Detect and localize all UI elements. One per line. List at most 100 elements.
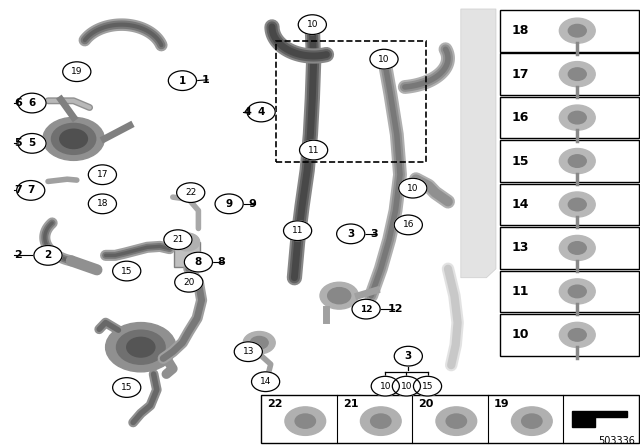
Circle shape <box>360 407 401 435</box>
Circle shape <box>18 93 46 113</box>
Text: 14: 14 <box>260 377 271 386</box>
Text: 7: 7 <box>14 185 22 195</box>
Circle shape <box>243 332 275 354</box>
Circle shape <box>568 155 586 167</box>
Bar <box>500 53 639 95</box>
Circle shape <box>18 134 46 153</box>
Text: 14: 14 <box>512 198 529 211</box>
Circle shape <box>568 285 586 298</box>
Circle shape <box>320 282 358 309</box>
Text: 15: 15 <box>512 155 529 168</box>
Bar <box>500 140 639 182</box>
Text: 3: 3 <box>404 351 412 361</box>
Circle shape <box>175 272 203 292</box>
Circle shape <box>568 198 586 211</box>
Circle shape <box>88 165 116 185</box>
Circle shape <box>106 323 176 372</box>
Text: 21: 21 <box>343 399 358 409</box>
Circle shape <box>400 220 413 228</box>
Circle shape <box>113 261 141 281</box>
Circle shape <box>174 233 200 251</box>
Text: 22: 22 <box>268 399 283 409</box>
Text: 12: 12 <box>360 305 372 314</box>
Circle shape <box>17 181 45 200</box>
Bar <box>500 184 639 225</box>
Circle shape <box>370 49 398 69</box>
Text: 13: 13 <box>243 347 254 356</box>
Text: 1: 1 <box>179 76 186 86</box>
Circle shape <box>164 230 192 250</box>
Text: 20: 20 <box>183 278 195 287</box>
Circle shape <box>184 252 212 272</box>
Text: 16: 16 <box>512 111 529 124</box>
Text: 11: 11 <box>308 146 319 155</box>
Text: 10: 10 <box>380 382 391 391</box>
Circle shape <box>234 342 262 362</box>
Text: 10: 10 <box>512 328 529 341</box>
Bar <box>276 41 426 162</box>
Text: 1: 1 <box>202 75 209 85</box>
Circle shape <box>337 224 365 244</box>
Circle shape <box>63 62 91 82</box>
Circle shape <box>371 376 399 396</box>
Bar <box>500 97 639 138</box>
Circle shape <box>34 246 62 265</box>
Text: 3: 3 <box>347 229 355 239</box>
Text: 2: 2 <box>14 250 22 260</box>
Circle shape <box>284 221 312 241</box>
Circle shape <box>116 330 165 364</box>
Bar <box>261 395 639 443</box>
Text: 4: 4 <box>243 107 251 117</box>
Circle shape <box>298 15 326 34</box>
Circle shape <box>328 288 351 304</box>
Circle shape <box>88 194 116 214</box>
Bar <box>500 314 639 356</box>
Text: 9: 9 <box>248 199 256 209</box>
Circle shape <box>127 337 155 357</box>
Circle shape <box>559 61 595 86</box>
Circle shape <box>522 414 542 428</box>
Circle shape <box>399 178 427 198</box>
Text: 17: 17 <box>97 170 108 179</box>
Circle shape <box>247 102 275 122</box>
Bar <box>500 271 639 312</box>
Circle shape <box>392 376 420 396</box>
Circle shape <box>395 216 418 232</box>
Circle shape <box>559 235 595 260</box>
Circle shape <box>394 215 422 235</box>
Circle shape <box>177 183 205 202</box>
Text: 2: 2 <box>44 250 52 260</box>
Text: 20: 20 <box>419 399 434 409</box>
Circle shape <box>51 123 96 155</box>
Text: 15: 15 <box>422 382 433 391</box>
Circle shape <box>215 194 243 214</box>
Circle shape <box>511 407 552 435</box>
Circle shape <box>295 414 316 428</box>
Circle shape <box>568 24 586 37</box>
Circle shape <box>113 378 141 397</box>
Text: 19: 19 <box>494 399 509 409</box>
Text: 6: 6 <box>28 98 36 108</box>
Circle shape <box>394 346 422 366</box>
Circle shape <box>252 372 280 392</box>
Text: 19: 19 <box>71 67 83 76</box>
Circle shape <box>413 376 442 396</box>
Circle shape <box>352 299 380 319</box>
Text: 10: 10 <box>378 55 390 64</box>
Circle shape <box>300 140 328 160</box>
Bar <box>500 10 639 52</box>
Text: 4: 4 <box>257 107 265 117</box>
Text: 10: 10 <box>307 20 318 29</box>
Polygon shape <box>461 9 496 278</box>
Text: 18: 18 <box>97 199 108 208</box>
Circle shape <box>446 414 467 428</box>
Text: 8: 8 <box>218 257 225 267</box>
Circle shape <box>568 329 586 341</box>
Text: 18: 18 <box>512 24 529 37</box>
Text: 16: 16 <box>403 220 414 229</box>
Circle shape <box>559 149 595 173</box>
Text: 13: 13 <box>512 241 529 254</box>
Bar <box>500 227 639 269</box>
Text: 8: 8 <box>195 257 202 267</box>
Circle shape <box>371 414 391 428</box>
